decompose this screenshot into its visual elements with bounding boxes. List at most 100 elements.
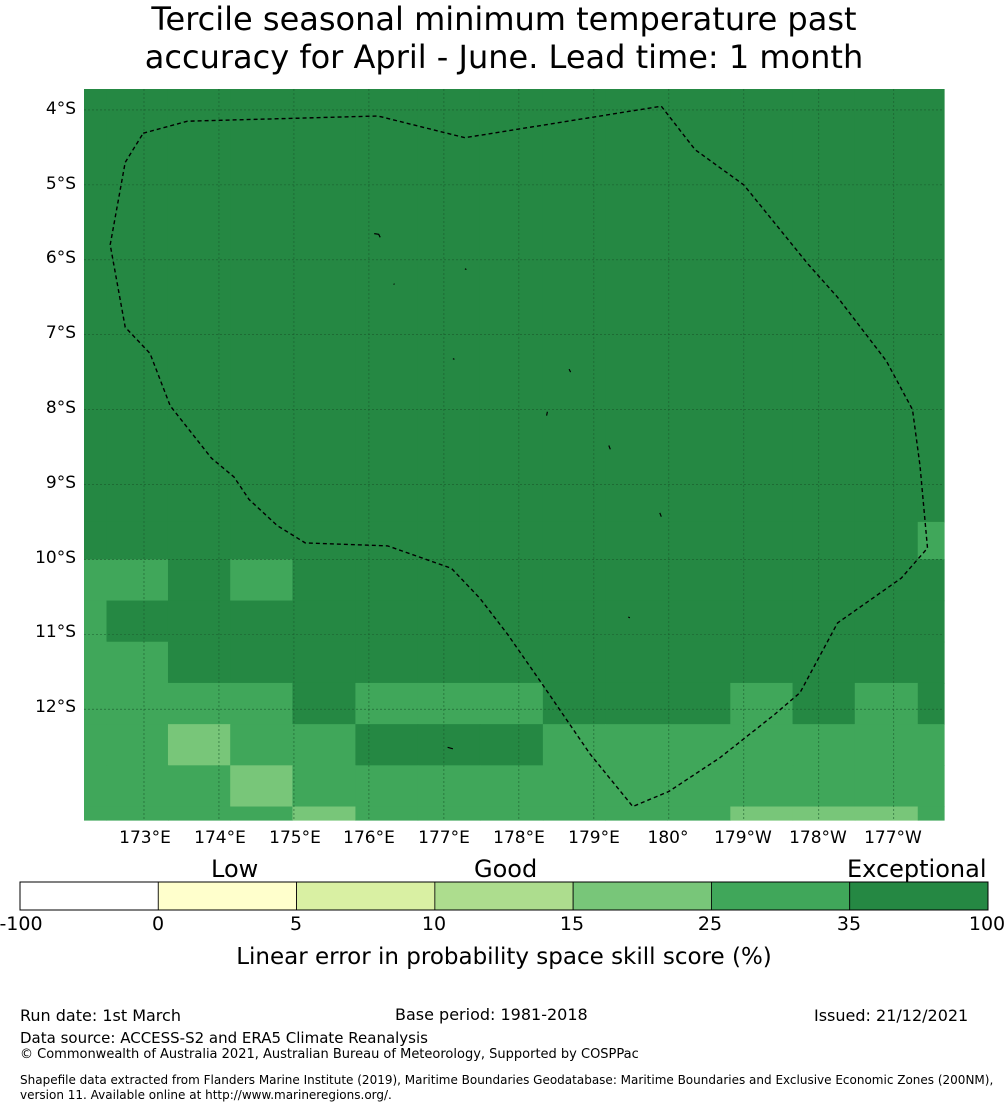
skill-cell xyxy=(292,724,357,766)
lon-label: 175°E xyxy=(269,828,321,848)
skill-cell xyxy=(292,521,357,560)
skill-cell xyxy=(917,682,945,725)
lat-label: 4°S xyxy=(45,99,76,119)
skill-cell xyxy=(230,682,294,725)
skill-cell xyxy=(605,724,668,766)
skill-cell xyxy=(605,682,668,725)
skill-cell xyxy=(230,521,294,560)
skill-cell xyxy=(84,806,108,821)
skill-cell xyxy=(792,806,856,821)
shapefile-credit-line-1: Shapefile data extracted from Flanders M… xyxy=(20,1073,994,1087)
skill-cell xyxy=(479,724,544,766)
category-exceptional: Exceptional xyxy=(847,855,987,883)
skill-cell xyxy=(230,806,294,821)
skill-cell xyxy=(605,641,668,684)
island-outline xyxy=(393,283,395,285)
skill-cell xyxy=(417,724,481,766)
skill-cell xyxy=(854,724,919,766)
skill-cell xyxy=(792,559,856,602)
skill-cell xyxy=(730,724,794,766)
lon-label: 179°E xyxy=(568,828,620,848)
skill-cell xyxy=(854,806,919,821)
island-outline xyxy=(447,746,454,750)
island-outline xyxy=(546,411,548,416)
lat-label: 9°S xyxy=(45,473,76,493)
skill-cell xyxy=(667,89,731,523)
skill-cell xyxy=(479,89,544,523)
lat-label: 12°S xyxy=(35,697,76,717)
skill-cell xyxy=(854,89,919,523)
skill-cell xyxy=(605,89,668,523)
colorbar-frame xyxy=(19,881,989,911)
island-outline xyxy=(452,358,455,360)
island-outline xyxy=(659,512,662,517)
lat-label: 10°S xyxy=(35,548,76,568)
skill-cell xyxy=(355,641,419,684)
skill-cell xyxy=(479,765,544,808)
island-outline xyxy=(464,268,467,271)
skill-cell xyxy=(792,89,856,523)
skill-cell xyxy=(417,89,481,523)
skill-cell xyxy=(792,600,856,643)
skill-cell xyxy=(479,600,544,643)
skill-cell xyxy=(84,641,108,684)
colorbar-tick: 10 xyxy=(421,913,447,935)
skill-cell xyxy=(917,521,945,560)
lon-label: 179°W xyxy=(714,828,772,848)
skill-cell xyxy=(542,806,606,821)
skill-cell xyxy=(292,559,357,602)
skill-cell xyxy=(542,600,606,643)
island-outline xyxy=(374,233,381,238)
skill-cell xyxy=(84,559,108,602)
colorbar-bin xyxy=(296,881,436,911)
skill-cell xyxy=(792,521,856,560)
colorbar-title: Linear error in probability space skill … xyxy=(236,944,772,970)
skill-cell xyxy=(84,682,108,725)
skill-cell xyxy=(854,521,919,560)
skill-cell xyxy=(542,89,606,523)
skill-cell xyxy=(730,641,794,684)
lon-label: 174°E xyxy=(194,828,246,848)
skill-cell xyxy=(167,724,231,766)
skill-cell xyxy=(167,765,231,808)
skill-cell xyxy=(230,600,294,643)
skill-cell xyxy=(730,559,794,602)
skill-cell xyxy=(605,559,668,602)
skill-cell xyxy=(355,559,419,602)
skill-cell xyxy=(292,641,357,684)
skill-cell xyxy=(167,641,231,684)
eez-boundary xyxy=(109,105,929,808)
skill-cell xyxy=(542,765,606,808)
skill-cell xyxy=(917,641,945,684)
skill-cell xyxy=(84,521,108,560)
skill-cell xyxy=(355,724,419,766)
skill-grid xyxy=(84,89,945,821)
skill-cell xyxy=(542,521,606,560)
skill-cell xyxy=(479,682,544,725)
skill-cell xyxy=(230,724,294,766)
colorbar-bin xyxy=(849,881,989,911)
islands xyxy=(374,233,662,750)
colorbar xyxy=(19,881,989,911)
colorbar-bin xyxy=(19,881,159,911)
skill-cell xyxy=(417,765,481,808)
skill-cell xyxy=(854,559,919,602)
data-source: Data source: ACCESS-S2 and ERA5 Climate … xyxy=(20,1029,428,1047)
skill-cell xyxy=(667,806,731,821)
skill-cell xyxy=(667,600,731,643)
run-date: Run date: 1st March xyxy=(20,1006,181,1025)
lon-label: 178°E xyxy=(493,828,545,848)
skill-cell xyxy=(792,682,856,725)
island-outline xyxy=(628,616,631,619)
skill-cell xyxy=(730,521,794,560)
skill-cell xyxy=(854,600,919,643)
skill-cell xyxy=(542,559,606,602)
title-line-1: Tercile seasonal minimum temperature pas… xyxy=(151,0,857,38)
skill-cell xyxy=(106,806,169,821)
issued-date: Issued: 21/12/2021 xyxy=(814,1006,969,1025)
lat-label: 8°S xyxy=(45,398,76,418)
skill-cell xyxy=(106,765,169,808)
skill-cell xyxy=(917,600,945,643)
skill-cell xyxy=(230,559,294,602)
